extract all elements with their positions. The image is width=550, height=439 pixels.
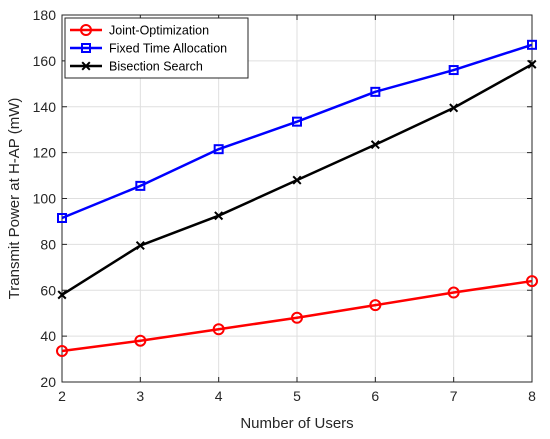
x-tick-label: 7 [450, 388, 458, 404]
data-point [370, 140, 380, 150]
data-point [291, 311, 303, 324]
y-tick-label: 140 [33, 99, 57, 115]
legend-item: Joint-Optimization [70, 24, 209, 38]
x-tick-label: 5 [293, 388, 301, 404]
data-point [292, 116, 302, 127]
data-point [134, 334, 147, 347]
y-tick-label: 80 [40, 236, 56, 252]
data-point [135, 241, 145, 251]
data-point [57, 290, 67, 300]
legend-item: Bisection Search [70, 60, 203, 74]
legend-item: Fixed Time Allocation [70, 42, 227, 56]
data-point [135, 180, 146, 191]
data-point [214, 211, 224, 221]
legend-label: Bisection Search [109, 60, 203, 74]
y-tick-label: 100 [33, 191, 57, 207]
data-point [56, 345, 68, 358]
data-point [526, 275, 538, 288]
legend: Joint-Optimization Fixed Time Allocation B… [64, 17, 249, 79]
legend-marker [81, 61, 91, 71]
y-tick-label: 40 [40, 328, 56, 344]
y-axis-title: Transmit Power at H-AP (mW) [6, 98, 23, 300]
series-fixed-time-allocation [57, 39, 537, 223]
x-tick-label: 6 [371, 388, 379, 404]
x-tick-label: 8 [528, 388, 536, 404]
data-point [57, 212, 67, 223]
x-axis-title: Number of Users [240, 415, 353, 432]
series-bisection-search [57, 59, 537, 300]
data-point [447, 286, 460, 299]
data-point [369, 299, 382, 312]
x-tick-label: 2 [58, 388, 66, 404]
x-tick-label: 4 [215, 388, 223, 404]
y-tick-label: 60 [40, 282, 56, 298]
data-point [370, 86, 381, 97]
data-point [527, 59, 537, 69]
data-point [213, 144, 224, 155]
axis-ticks: 2 3 4 5 6 7 8 20 40 60 80 100 120 140 160 180 [33, 7, 536, 404]
data-point [448, 65, 459, 76]
data-point [449, 103, 459, 113]
y-tick-label: 160 [33, 53, 57, 69]
legend-marker [81, 43, 91, 53]
data-point [212, 323, 225, 336]
legend-marker [80, 24, 92, 36]
series-line [61, 279, 533, 353]
y-tick-label: 120 [33, 145, 57, 161]
series-line [61, 43, 533, 220]
legend-label: Fixed Time Allocation [109, 42, 227, 56]
series-group [56, 39, 538, 358]
x-tick-label: 3 [136, 388, 144, 404]
legend-label: Joint-Optimization [109, 24, 209, 38]
y-tick-label: 20 [40, 374, 56, 390]
series-joint-optimization [56, 275, 538, 358]
y-tick-label: 180 [33, 7, 57, 23]
data-point [527, 39, 537, 50]
data-point [292, 175, 302, 185]
